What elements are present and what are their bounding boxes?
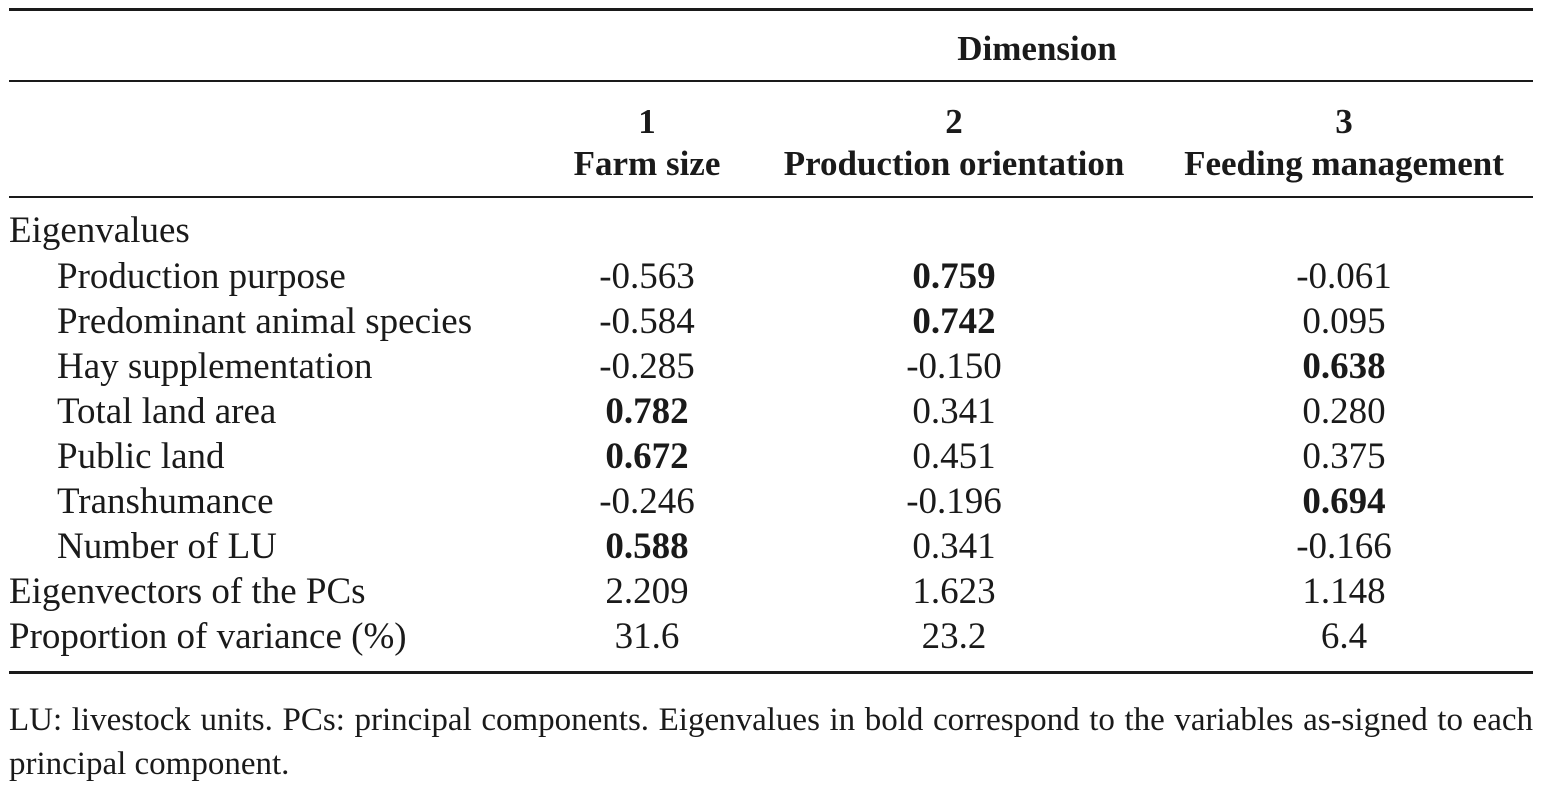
dimension-rule (9, 80, 1533, 82)
row-label: Production purpose (57, 256, 346, 297)
row-label: Transhumance (57, 481, 274, 522)
section-label: Eigenvalues (9, 210, 190, 251)
cell-dimension-3: 0.280 (1302, 391, 1386, 432)
cell-dimension-1: -0.285 (599, 346, 695, 387)
cell-dimension-2: 0.341 (912, 526, 996, 567)
cell-dimension-1: -0.584 (599, 301, 695, 342)
row-label: Eigenvectors of the PCs (9, 571, 366, 612)
dimension-header: Dimension (957, 29, 1117, 68)
cell-dimension-1: -0.563 (599, 256, 695, 297)
cell-dimension-2: 0.341 (912, 391, 996, 432)
cell-dimension-1: 31.6 (614, 616, 680, 657)
row-label: Public land (57, 436, 225, 477)
table-footnote: LU: livestock units. PCs: principal comp… (9, 702, 1533, 782)
cell-dimension-3: 0.638 (1302, 346, 1386, 387)
cell-dimension-1: 0.588 (605, 526, 689, 567)
row-label: Number of LU (57, 526, 277, 567)
row-label: Predominant animal species (57, 301, 473, 342)
top-rule (9, 8, 1533, 11)
row-label: Proportion of variance (%) (9, 616, 407, 657)
cell-dimension-3: 0.694 (1302, 481, 1386, 522)
cell-dimension-3: 1.148 (1302, 571, 1386, 612)
column-3-label: Feeding management (1184, 144, 1504, 183)
column-3-number: 3 (1335, 102, 1353, 141)
cell-dimension-2: -0.150 (906, 346, 1002, 387)
cell-dimension-3: -0.166 (1296, 526, 1392, 567)
cell-dimension-3: -0.061 (1296, 256, 1392, 297)
cell-dimension-2: 23.2 (921, 616, 987, 657)
column-1-number: 1 (638, 102, 656, 141)
row-label: Hay supplementation (57, 346, 373, 387)
cell-dimension-1: 0.782 (605, 391, 689, 432)
cell-dimension-3: 0.095 (1302, 301, 1386, 342)
cell-dimension-1: 2.209 (605, 571, 689, 612)
cell-dimension-3: 0.375 (1302, 436, 1386, 477)
column-2-label: Production orientation (783, 144, 1125, 183)
cell-dimension-1: -0.246 (599, 481, 695, 522)
cell-dimension-3: 6.4 (1320, 616, 1368, 657)
row-label: Total land area (57, 391, 277, 432)
column-1-label: Farm size (573, 144, 721, 183)
column-2-number: 2 (945, 102, 963, 141)
bottom-rule (9, 671, 1533, 674)
cell-dimension-2: 0.742 (912, 301, 996, 342)
cell-dimension-2: -0.196 (906, 481, 1002, 522)
header-rule (9, 196, 1533, 198)
cell-dimension-2: 1.623 (912, 571, 996, 612)
cell-dimension-2: 0.759 (912, 256, 996, 297)
cell-dimension-1: 0.672 (605, 436, 689, 477)
cell-dimension-2: 0.451 (912, 436, 996, 477)
